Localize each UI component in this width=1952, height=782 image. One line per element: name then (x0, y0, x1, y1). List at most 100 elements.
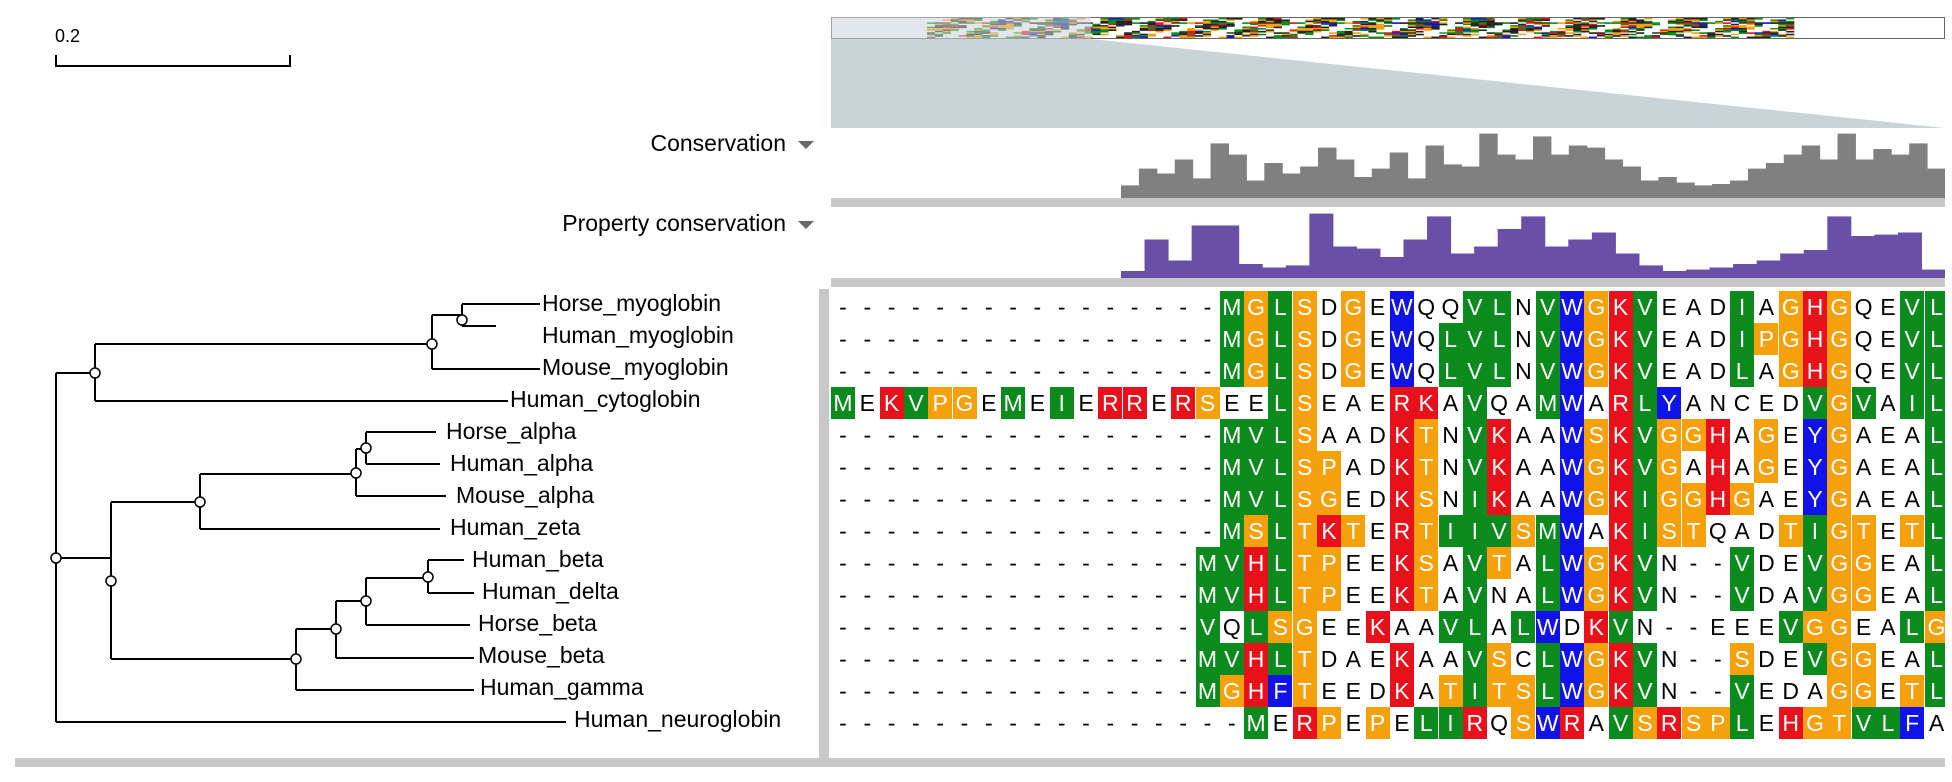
residue-cell: Q (1854, 358, 1873, 384)
residue-cell: E (1783, 422, 1799, 448)
tree-node[interactable] (360, 595, 372, 607)
overview-cell (1242, 36, 1251, 38)
overview-cell (1242, 30, 1251, 33)
overview-cell (1336, 33, 1346, 36)
residue-cell: H (1803, 355, 1827, 387)
overview-cell (1352, 29, 1361, 32)
tree-node[interactable] (426, 338, 438, 350)
taxon-label-horse-alpha[interactable]: Horse_alpha (446, 418, 577, 444)
property-conservation-bar (1615, 253, 1640, 278)
taxon-label-human-zeta[interactable]: Human_zeta (450, 514, 581, 540)
residue-cell: R (1462, 707, 1487, 739)
overview-cell (1336, 18, 1346, 20)
taxon-label-human-gamma[interactable]: Human_gamma (480, 674, 644, 700)
overview-cell (1478, 28, 1487, 30)
residue-cell: M (1219, 451, 1244, 483)
residue-cell: - (912, 550, 920, 576)
tree-node[interactable] (330, 623, 342, 635)
overview-cell (1336, 19, 1346, 22)
residue-cell: - (1033, 326, 1042, 352)
overview-cell (1155, 25, 1164, 27)
overview-cell (1683, 25, 1692, 27)
overview-cell (1533, 36, 1543, 38)
overview-cell (1171, 32, 1180, 34)
residue-cell: - (1009, 326, 1017, 352)
residue-cell: Q (1417, 358, 1436, 384)
overview-cell (1179, 19, 1188, 22)
residue-cell: - (1009, 422, 1017, 448)
phylogenetic-tree[interactable] (0, 0, 820, 782)
overview-cell (1108, 23, 1117, 26)
conservation-bar (1282, 173, 1301, 198)
tree-node[interactable] (360, 442, 372, 454)
residue-cell: W (1560, 355, 1584, 387)
residue-cell: A (1442, 646, 1459, 672)
overview-cell (1415, 18, 1424, 20)
overview-cell (1194, 32, 1204, 34)
overview-cell (1526, 28, 1535, 30)
overview-cell (1589, 20, 1598, 23)
overview-cell (1108, 18, 1117, 20)
taxon-label-horse-myoglobin[interactable]: Horse_myoglobin (542, 290, 721, 316)
residue-cell: - (1057, 326, 1066, 352)
taxon-label-human-beta[interactable]: Human_beta (472, 546, 604, 572)
overview-cell (1108, 29, 1117, 32)
overview-cell (1242, 35, 1251, 37)
conservation-track-label[interactable]: Conservation (650, 130, 786, 156)
overview-cell (1423, 19, 1432, 22)
tree-node[interactable] (290, 653, 302, 665)
overview-cell (1328, 36, 1338, 38)
overview-cell (1116, 18, 1125, 20)
tree-node[interactable] (105, 575, 117, 587)
caret-down-icon[interactable] (798, 221, 814, 229)
residue-cell: L (1875, 707, 1900, 739)
alignment-splitter[interactable] (819, 289, 829, 759)
overview-cell (1368, 23, 1377, 26)
taxon-label-human-alpha[interactable]: Human_alpha (450, 450, 594, 476)
overview-cell (1399, 22, 1409, 24)
overview-cell (1478, 25, 1487, 27)
overview-cell (1494, 23, 1503, 26)
taxon-label-horse-beta[interactable]: Horse_beta (478, 610, 597, 636)
taxon-label-mouse-beta[interactable]: Mouse_beta (478, 642, 605, 668)
overview-cell (1581, 26, 1590, 29)
residue-cell: T (1414, 579, 1439, 611)
residue-cell: - (839, 422, 847, 448)
horizontal-scrollbar[interactable] (15, 758, 1945, 767)
taxon-label-mouse-myoglobin[interactable]: Mouse_myoglobin (542, 354, 729, 380)
caret-down-icon[interactable] (798, 141, 814, 149)
residue-cell: W (1389, 291, 1414, 323)
overview-cell (1667, 20, 1677, 23)
residue-cell: P (1317, 707, 1341, 739)
overview-cell (1494, 32, 1503, 34)
taxon-label-mouse-alpha[interactable]: Mouse_alpha (456, 482, 595, 508)
tree-node[interactable] (194, 496, 206, 508)
residue-cell: R (1292, 707, 1317, 739)
tree-node[interactable] (422, 571, 434, 583)
residue-cell: - (1155, 422, 1163, 448)
property-conservation-track-label[interactable]: Property conservation (562, 210, 786, 236)
residue-cell: S (1244, 515, 1269, 547)
taxon-label-human-myoglobin[interactable]: Human_myoglobin (542, 322, 734, 348)
tree-node[interactable] (50, 552, 62, 564)
residue-cell: - (1082, 326, 1090, 352)
residue-cell: A (1880, 390, 1896, 416)
overview-cell (1100, 23, 1109, 26)
taxon-label-human-neuroglobin[interactable]: Human_neuroglobin (574, 706, 782, 732)
taxon-label-human-delta[interactable]: Human_delta (482, 578, 619, 604)
taxon-label-human-cytoglobin[interactable]: Human_cytoglobin (510, 386, 701, 412)
overview-cell (1155, 30, 1164, 33)
residue-cell: S (1195, 387, 1220, 419)
tree-node[interactable] (89, 367, 101, 379)
residue-cell: T (1414, 515, 1439, 547)
overview-cell (1131, 29, 1141, 32)
residue-cell: E (1369, 358, 1386, 384)
residue-cell: - (1203, 294, 1212, 320)
tree-node[interactable] (456, 314, 468, 326)
overview-viewport[interactable] (831, 17, 1091, 39)
overview-cell (1384, 35, 1393, 37)
tree-node[interactable] (350, 467, 362, 479)
overview-cell (1313, 19, 1322, 22)
